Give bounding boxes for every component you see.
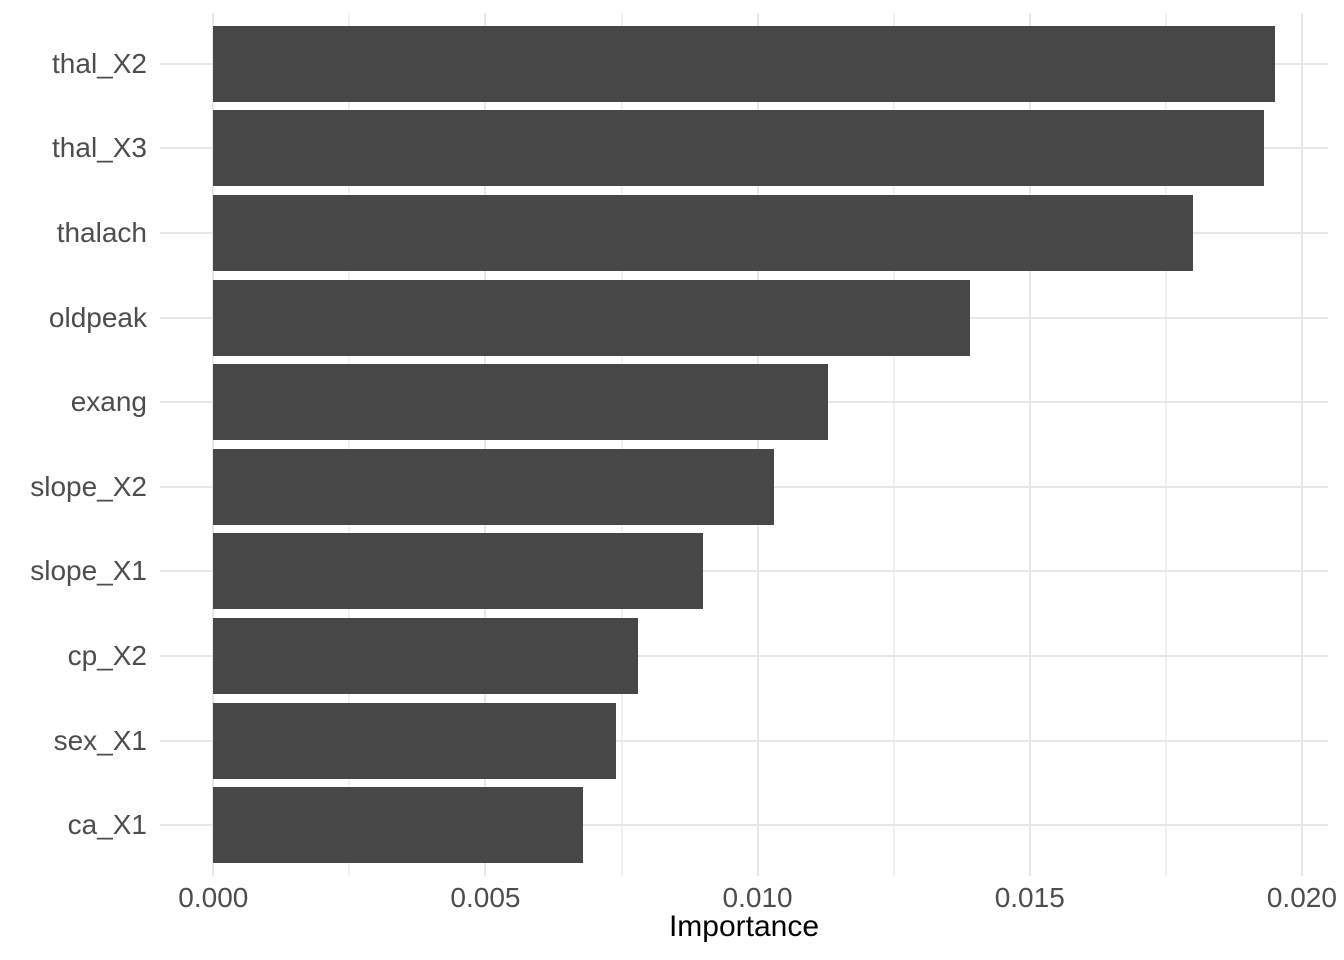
y-axis-label-cp_X2: cp_X2 [67, 640, 147, 672]
major-gridline [1300, 13, 1303, 876]
x-axis-tick-label: 0.000 [178, 882, 249, 913]
x-axis-tick-label: 0.020 [1266, 882, 1337, 913]
bar-sex_X1 [213, 702, 617, 779]
y-axis-label-sex_X1: sex_X1 [53, 724, 147, 756]
y-axis-label-slope_X2: slope_X2 [30, 470, 147, 502]
bar-oldpeak [213, 279, 970, 356]
bar-thal_X2 [213, 25, 1275, 102]
major-gridline [756, 13, 759, 876]
category-gridline [160, 570, 1328, 573]
minor-gridline [620, 13, 623, 876]
category-gridline [160, 739, 1328, 742]
x-axis-tick-label: 0.005 [450, 882, 521, 913]
y-axis-label-thal_X3: thal_X3 [52, 132, 147, 164]
y-axis-label-thal_X2: thal_X2 [52, 47, 147, 79]
plot-panel [160, 13, 1328, 876]
category-gridline [160, 655, 1328, 658]
minor-gridline [348, 13, 351, 876]
y-axis-label-oldpeak: oldpeak [48, 301, 147, 333]
bar-thal_X3 [213, 110, 1264, 187]
category-gridline [160, 824, 1328, 827]
bar-ca_X1 [213, 787, 584, 864]
y-axis-label-exang: exang [70, 386, 147, 418]
bar-slope_X1 [213, 533, 704, 610]
minor-gridline [1164, 13, 1167, 876]
bar-slope_X2 [213, 448, 774, 525]
major-gridline [1028, 13, 1031, 876]
minor-gridline [892, 13, 895, 876]
y-axis-label-slope_X1: slope_X1 [30, 555, 147, 587]
bar-thalach [213, 194, 1193, 272]
y-axis-label-ca_X1: ca_X1 [67, 809, 147, 841]
major-gridline [212, 13, 215, 876]
bars-layer [160, 13, 1328, 876]
bar-cp_X2 [213, 617, 638, 695]
x-axis-title: Importance [668, 910, 820, 943]
x-axis-tick-label: 0.015 [994, 882, 1065, 913]
y-axis-label-thalach: thalach [56, 216, 147, 248]
x-axis-tick-label: 0.010 [722, 882, 793, 913]
bar-exang [213, 364, 829, 441]
major-gridline [484, 13, 487, 876]
